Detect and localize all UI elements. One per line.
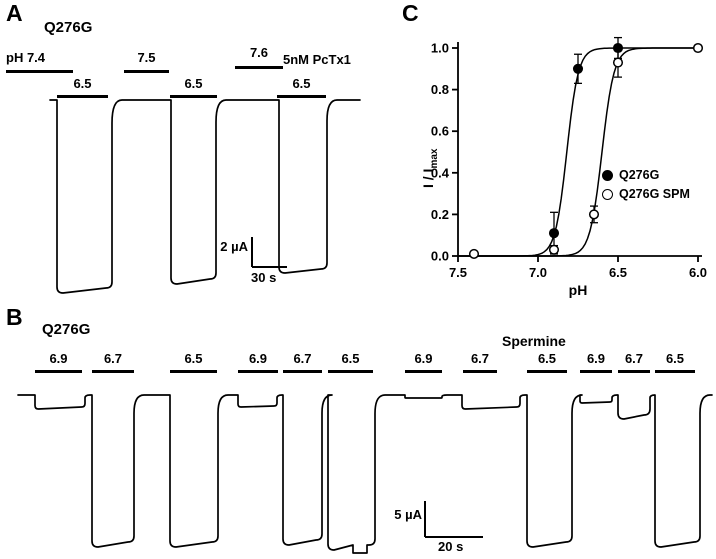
ph-application-label: 7.6 — [249, 45, 269, 60]
ph-application-label: pH 7.4 — [6, 50, 46, 65]
ph-application-label: 7.5 — [137, 50, 156, 65]
current-trace — [17, 394, 713, 554]
panel-c-y-axis-label: I / Imax — [420, 148, 440, 188]
data-point-q276g-spm — [468, 248, 480, 259]
ph-application-label: 6.9 — [414, 351, 433, 366]
filled-circle-icon — [602, 169, 613, 181]
ph-application-label: 6.5 — [341, 351, 360, 366]
ph-application-label: 6.9 — [248, 351, 268, 366]
panel-b-spermine-label: Spermine — [502, 333, 566, 349]
ph-application-bar — [277, 95, 326, 98]
x-tick-label: 7.5 — [449, 265, 467, 280]
x-tick-label: 7.0 — [529, 265, 547, 280]
panel-b-trace-plot — [17, 394, 713, 554]
ph-application-bar — [92, 370, 134, 373]
ph-application-label: 6.5 — [537, 351, 557, 366]
ph-application-label: 6.5 — [184, 351, 203, 366]
ph-application-bar — [35, 370, 82, 373]
ph-application-bar — [618, 370, 650, 373]
ph-application-label: 6.7 — [103, 351, 123, 366]
panel-b-title: Q276G — [42, 321, 91, 338]
panel-c-letter: C — [402, 0, 419, 26]
ph-application-bar — [527, 370, 567, 373]
ph-application-bar — [328, 370, 373, 373]
ph-application-bar — [235, 66, 283, 69]
ph-application-label: 6.5 — [73, 76, 92, 91]
y-tick-label: 0.8 — [431, 82, 449, 97]
panel-c-x-axis-label: pH — [568, 282, 588, 298]
panel-b-scale-x-label: 20 s — [438, 539, 464, 554]
y-tick-label: 0.2 — [431, 207, 449, 222]
x-tick-label: 6.0 — [689, 265, 707, 280]
panel-a-letter: A — [6, 0, 23, 26]
panel-b-scale-y-label: 5 µA — [394, 507, 422, 522]
panel-a-scale-x-label: 30 s — [251, 270, 277, 285]
ph-application-bar — [170, 95, 217, 98]
ph-application-bar — [463, 370, 497, 373]
panel-b-letter: B — [6, 304, 23, 330]
y-tick-label: 0.4 — [431, 165, 450, 180]
panel-a-scale-y-label: 2 µA — [220, 239, 248, 254]
open-circle-icon — [602, 188, 613, 200]
ph-application-bar — [238, 370, 278, 373]
ph-application-label: 6.5 — [292, 76, 311, 91]
ph-application-label: 6.5 — [184, 76, 203, 91]
current-trace — [49, 99, 361, 294]
ph-application-label: 6.9 — [586, 351, 606, 366]
legend-entry-q276g-spm: Q276G SPM — [602, 186, 690, 202]
y-tick-label: 0.6 — [431, 124, 449, 139]
data-point-q276g-spm — [588, 209, 600, 220]
data-point-q276g — [612, 42, 624, 54]
ph-application-label: 5nM PcTx1 — [283, 52, 351, 67]
ph-application-bar — [580, 370, 612, 373]
panel-c-legend: Q276G Q276G SPM — [602, 167, 690, 202]
ph-application-label: 6.9 — [49, 351, 68, 366]
data-point-q276g-spm — [612, 57, 624, 68]
ph-application-label: 6.7 — [293, 351, 312, 366]
y-tick-label: 1.0 — [431, 41, 449, 56]
data-point-q276g — [548, 228, 560, 239]
data-point-q276g — [572, 63, 584, 74]
y-tick-label: 0.0 — [431, 249, 449, 264]
ph-application-label: 6.5 — [665, 351, 685, 366]
ph-application-label: 6.7 — [470, 351, 490, 366]
ph-application-bar — [655, 370, 695, 373]
legend-label-q276g: Q276G — [619, 167, 660, 182]
ph-application-bar — [57, 95, 108, 98]
panel-c-dose-response-plot: 7.5 7.0 6.5 6.0 0.0 0.2 0.4 0.6 0.8 1.0 — [431, 36, 707, 280]
data-point-q276g-spm — [692, 42, 704, 54]
ph-application-bar — [405, 370, 442, 373]
ph-application-bar — [170, 370, 217, 373]
ph-application-bar — [6, 70, 73, 73]
y-axis-label-sub: max — [428, 148, 440, 169]
panel-a-title: Q276G — [44, 19, 93, 36]
legend-label-q276g-spm: Q276G SPM — [619, 186, 690, 201]
panel-a-trace-plot — [49, 99, 361, 294]
ph-application-label: 6.7 — [624, 351, 644, 366]
data-point-q276g-spm — [548, 244, 560, 255]
x-tick-label: 6.5 — [609, 265, 627, 280]
fit-curve-q276g-spm — [458, 47, 698, 257]
ph-application-bar — [124, 70, 169, 73]
ph-application-bar — [283, 370, 322, 373]
legend-entry-q276g: Q276G — [602, 167, 690, 183]
y-axis-label-main: I / I — [420, 168, 436, 188]
